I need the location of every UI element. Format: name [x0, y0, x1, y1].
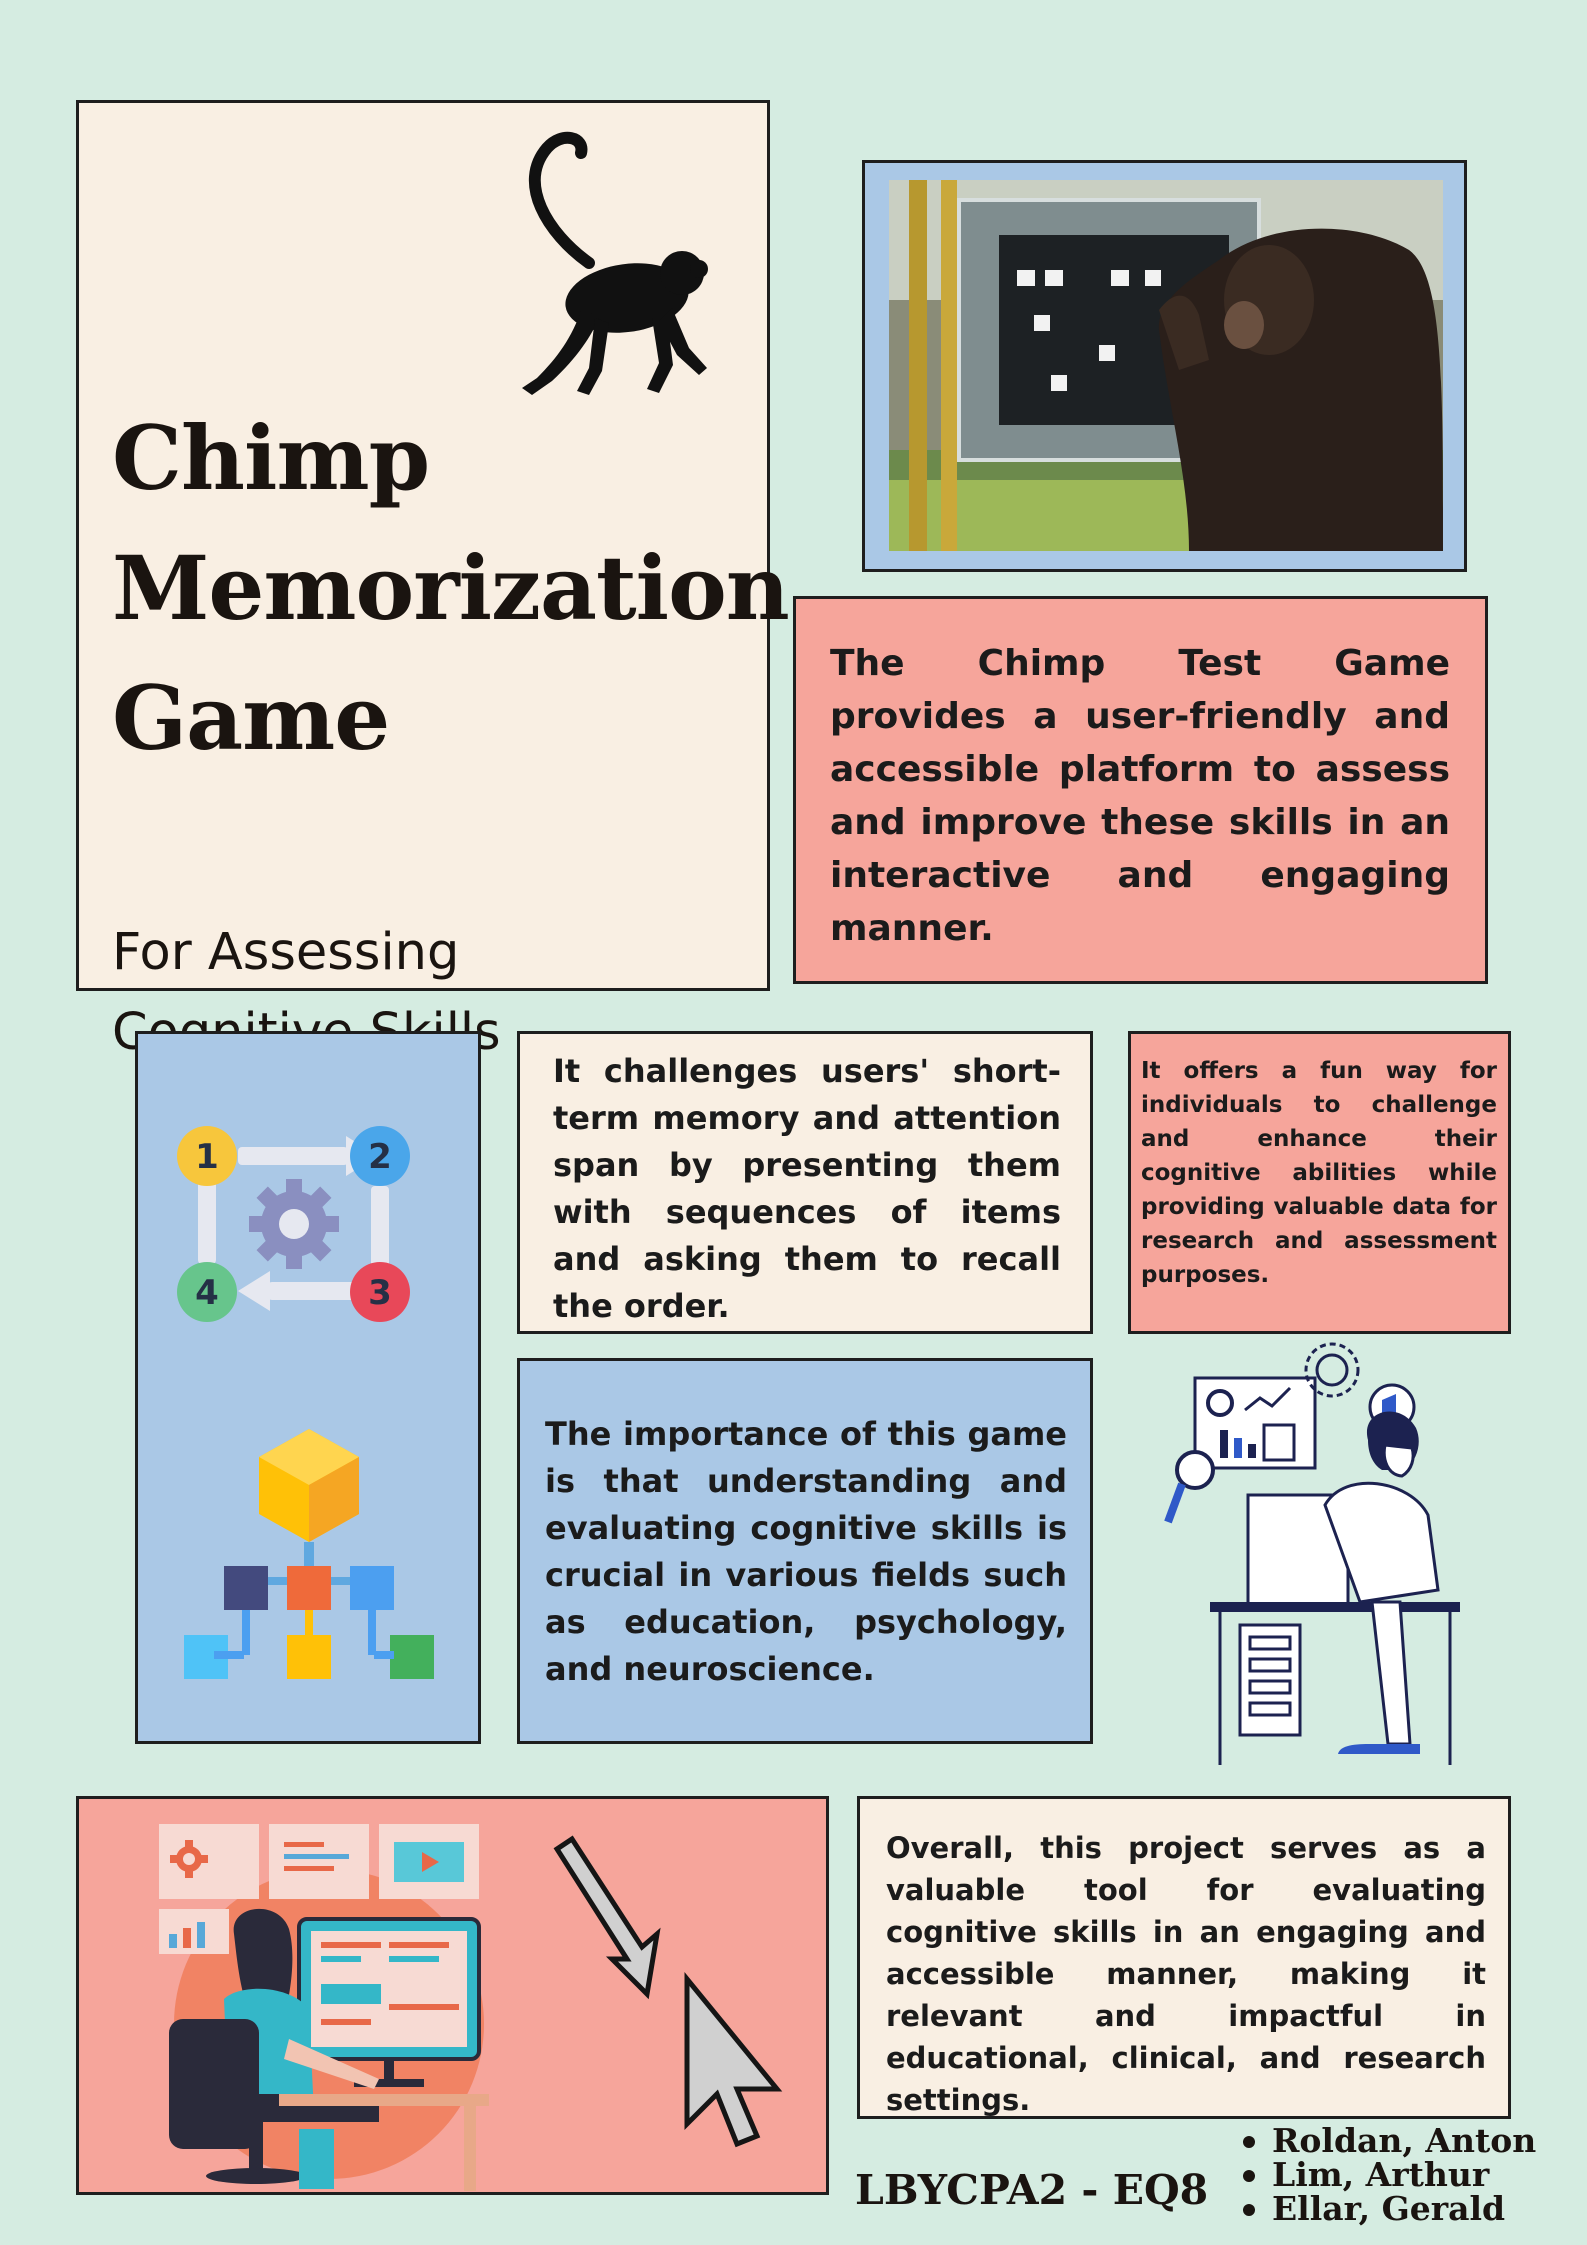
intro-text: The Chimp Test Game provides a user-frie… [830, 643, 1450, 949]
overall-panel: Overall, this project serves as a valuab… [857, 1796, 1511, 2119]
page-title: Chimp Memorization Game [112, 393, 790, 783]
overall-text: Overall, this project serves as a valuab… [886, 1831, 1486, 2117]
title-line-3: Game [112, 666, 390, 770]
chimp-photo [889, 180, 1443, 552]
developer-illustration [159, 1824, 489, 2191]
author-item: Lim, Arthur [1237, 2158, 1536, 2192]
importance-panel: The importance of this game is that unde… [517, 1358, 1093, 1744]
importance-text: The importance of this game is that unde… [545, 1415, 1067, 1688]
icon-panel: 1 2 3 4 [135, 1031, 481, 1744]
cursor-icon-top [553, 1835, 661, 2000]
photo-frame [862, 160, 1467, 572]
offers-panel: It offers a fun way for individuals to c… [1128, 1031, 1511, 1334]
step-3-label: 3 [368, 1273, 392, 1313]
monkey-icon [522, 131, 708, 395]
author-item: Ellar, Gerald [1237, 2192, 1536, 2226]
course-code: LBYCPA2 - EQ8 [855, 2166, 1209, 2214]
hierarchy-icon [184, 1429, 434, 1679]
step-2-label: 2 [368, 1137, 392, 1177]
subtitle-line-1: For Assessing [112, 923, 460, 982]
author-item: Roldan, Anton [1237, 2124, 1536, 2158]
title-line-2: Memorization [112, 536, 790, 640]
title-panel: Chimp Memorization Game For Assessing Co… [76, 100, 790, 1062]
cycle-icon: 1 2 3 4 [177, 1126, 410, 1322]
developer-panel [76, 1796, 829, 2195]
step-4-label: 4 [195, 1273, 219, 1313]
challenge-panel: It challenges users' short-term memory a… [517, 1031, 1093, 1334]
title-line-1: Chimp [112, 406, 430, 510]
cursor-icon-bottom [684, 1971, 783, 2148]
analyst-illustration [1164, 1342, 1460, 1765]
author-list: Roldan, Anton Lim, Arthur Ellar, Gerald [1237, 2124, 1536, 2226]
offers-text: It offers a fun way for individuals to c… [1141, 1058, 1497, 1288]
step-1-label: 1 [195, 1137, 219, 1177]
challenge-text: It challenges users' short-term memory a… [553, 1052, 1061, 1325]
intro-panel: The Chimp Test Game provides a user-frie… [793, 596, 1488, 984]
